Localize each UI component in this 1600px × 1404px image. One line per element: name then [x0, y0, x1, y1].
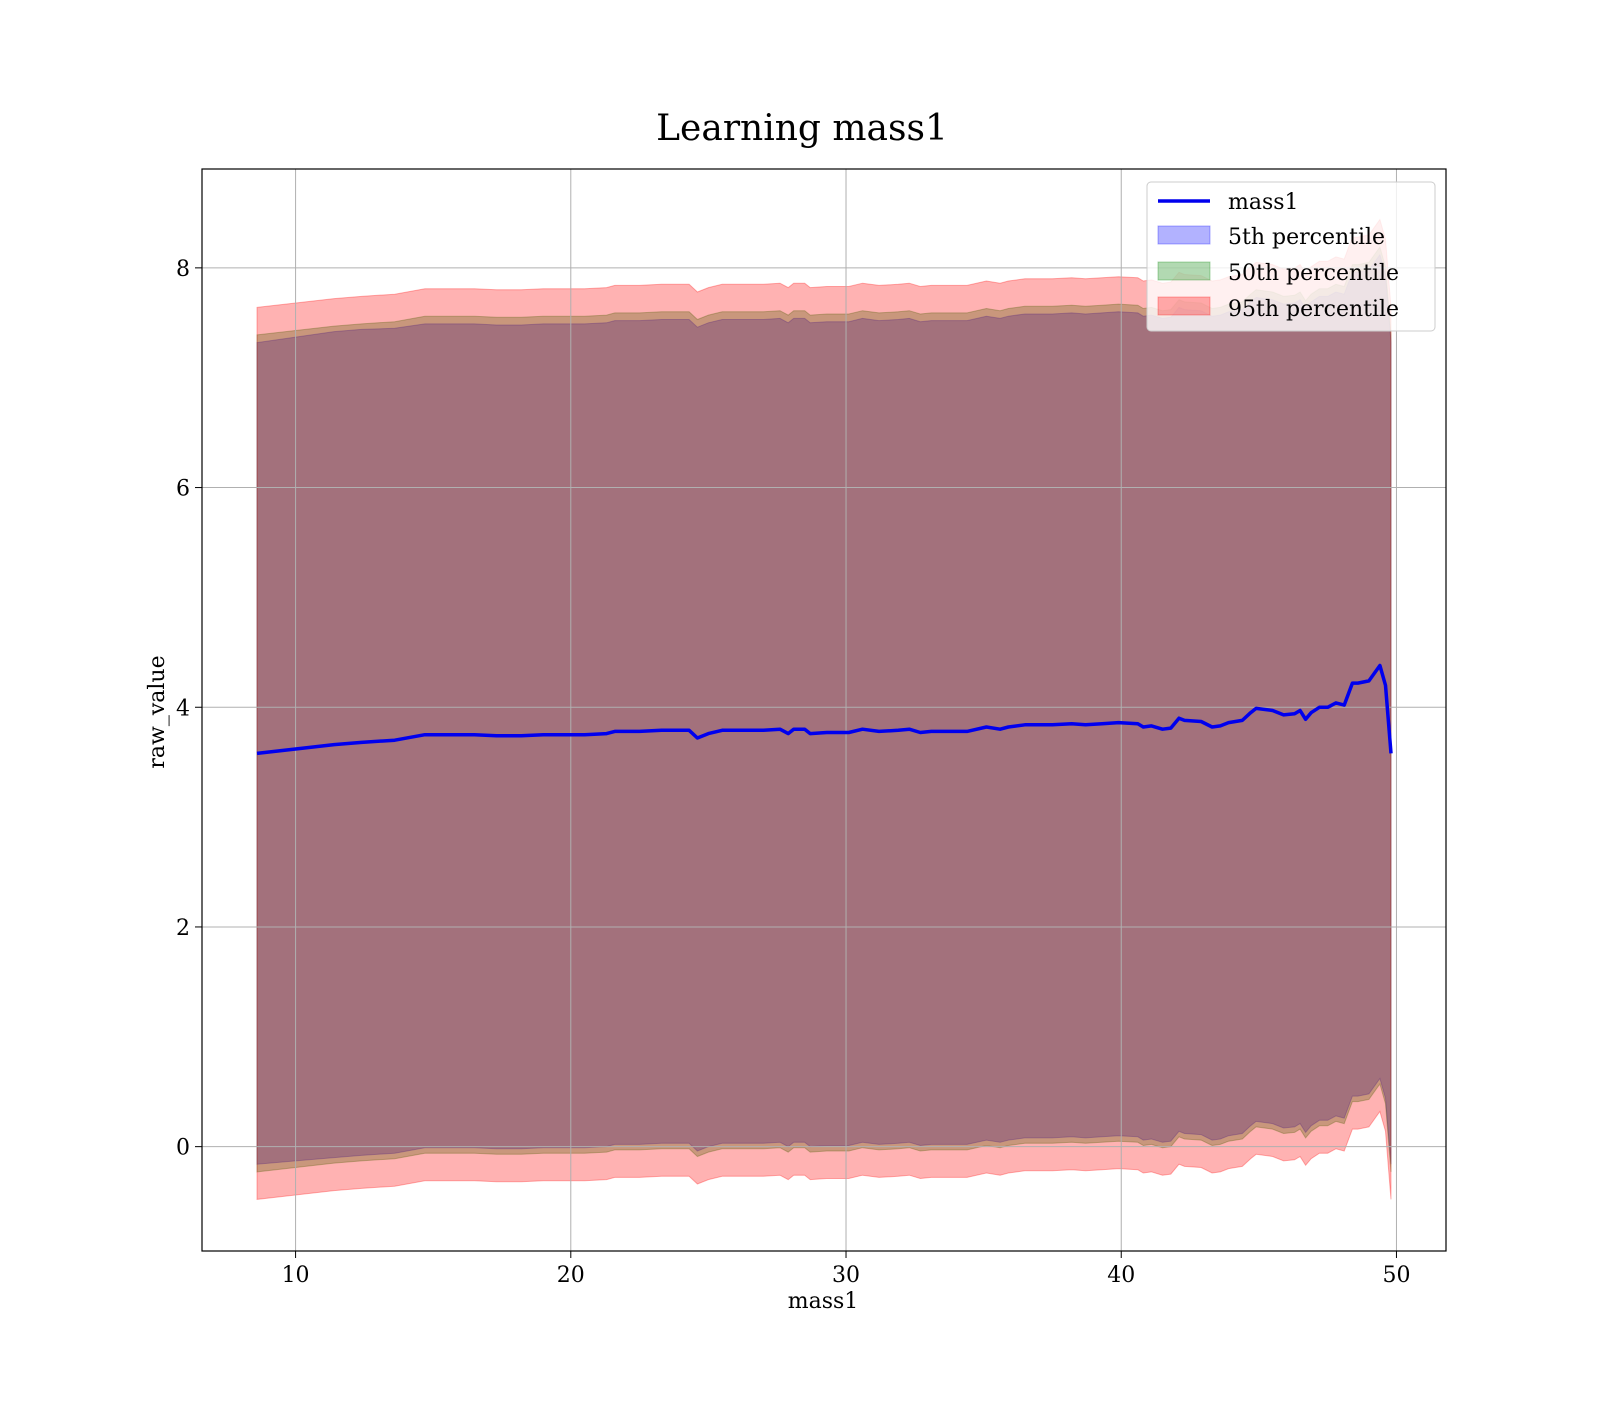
x-tick-label: 40 [1107, 1263, 1135, 1288]
band-5th-percentile [256, 253, 1392, 1165]
chart-title: Learning mass1 [656, 108, 948, 149]
y-axis-ticks: 0 2 4 6 8 [176, 257, 202, 1161]
x-tick-label: 30 [832, 1263, 860, 1288]
x-axis-label: mass1 [788, 1289, 859, 1314]
legend-label-5th: 5th percentile [1228, 225, 1385, 250]
y-tick-label: 8 [176, 257, 190, 282]
legend-swatch-95th [1157, 296, 1211, 316]
legend-frame [1146, 181, 1436, 332]
band-95th-percentile [256, 218, 1392, 1200]
y-tick-label: 2 [176, 916, 190, 941]
y-tick-label: 4 [176, 696, 190, 721]
x-tick-label: 10 [282, 1263, 310, 1288]
y-tick-label: 6 [176, 477, 190, 502]
y-axis-label: raw_value [145, 655, 170, 768]
line-layer [256, 663, 1393, 756]
legend-swatch-50th [1157, 261, 1211, 281]
series-line-mass1 [256, 663, 1393, 756]
grid-layer [202, 169, 1446, 1251]
legend-label-50th: 50th percentile [1228, 261, 1399, 286]
bands-layer [256, 218, 1392, 1200]
x-tick-label: 20 [557, 1263, 585, 1288]
legend-label-95th: 95th percentile [1228, 297, 1399, 322]
x-tick-label: 50 [1382, 1263, 1410, 1288]
plot-frame [201, 168, 1447, 1252]
band-50th-percentile [256, 245, 1392, 1173]
legend: mass1 5th percentile 50th percentile 95t… [1146, 181, 1436, 332]
x-axis-ticks: 10 20 30 40 50 [282, 1251, 1410, 1288]
legend-label-mass1: mass1 [1228, 190, 1299, 215]
legend-swatch-5th [1157, 225, 1211, 245]
y-tick-label: 0 [176, 1136, 190, 1161]
